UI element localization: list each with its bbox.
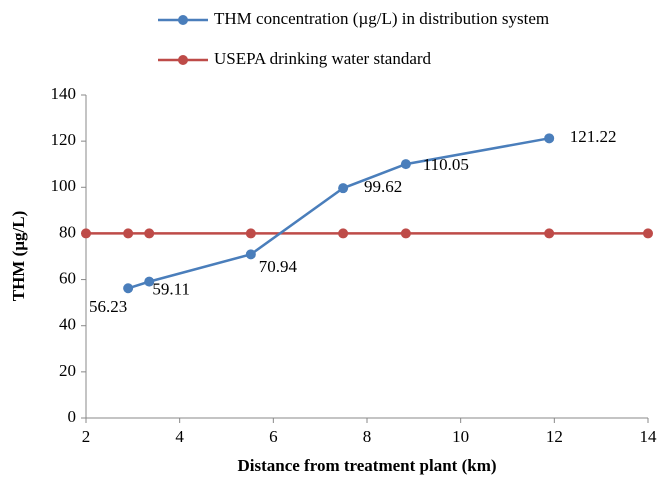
x-tick-label: 2 <box>82 427 91 446</box>
data-point <box>245 249 256 260</box>
legend-label: USEPA drinking water standard <box>214 49 432 68</box>
x-tick-label: 4 <box>175 427 184 446</box>
data-point <box>544 133 555 144</box>
y-tick-label: 100 <box>51 176 77 195</box>
data-point <box>643 228 653 239</box>
data-label: 121.22 <box>570 127 617 146</box>
legend-label: THM concentration (µg/L) in distribution… <box>214 9 549 28</box>
data-label: 56.23 <box>89 297 127 316</box>
y-tick-label: 60 <box>59 268 76 287</box>
x-axis-title: Distance from treatment plant (km) <box>237 456 496 475</box>
data-label: 110.05 <box>423 155 469 174</box>
data-point <box>144 276 155 287</box>
legend-marker <box>178 55 188 65</box>
y-tick-label: 20 <box>59 361 76 380</box>
y-tick-label: 140 <box>51 84 77 103</box>
y-tick-label: 120 <box>51 130 77 149</box>
y-tick-label: 0 <box>68 407 77 426</box>
data-point <box>123 283 134 294</box>
data-point <box>144 228 155 239</box>
data-point <box>81 228 91 239</box>
legend-marker <box>178 15 188 25</box>
x-tick-label: 8 <box>363 427 372 446</box>
data-point <box>400 228 411 239</box>
data-point <box>123 228 134 239</box>
x-tick-label: 14 <box>640 427 658 446</box>
data-label: 70.94 <box>259 257 298 276</box>
data-point <box>338 183 349 194</box>
data-point <box>338 228 349 239</box>
y-tick-label: 80 <box>59 222 76 241</box>
y-axis-title: THM (µg/L) <box>9 211 28 302</box>
x-tick-label: 6 <box>269 427 278 446</box>
data-point <box>400 159 411 170</box>
x-tick-label: 12 <box>546 427 563 446</box>
data-point <box>544 228 555 239</box>
x-tick-label: 10 <box>452 427 469 446</box>
data-label: 99.62 <box>364 177 402 196</box>
series-line <box>127 137 550 290</box>
y-tick-label: 40 <box>59 315 76 334</box>
data-point <box>245 228 256 239</box>
data-label: 59.11 <box>152 280 190 299</box>
